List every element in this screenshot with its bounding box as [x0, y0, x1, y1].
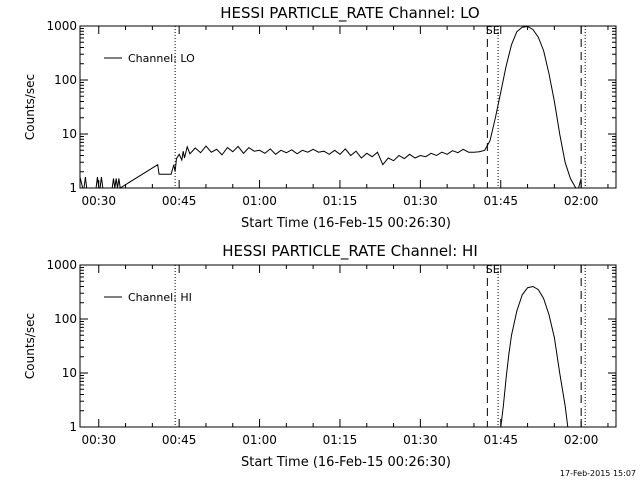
x-tick-label: 01:15	[323, 433, 358, 447]
y-axis-label-lo: Counts/sec	[23, 74, 37, 140]
y-tick-label: 100	[54, 73, 77, 87]
x-tick-label: 01:45	[483, 194, 518, 208]
x-tick-label: 01:30	[403, 433, 438, 447]
chart-title-lo: HESSI PARTICLE_RATE Channel: LO	[220, 4, 479, 23]
legend-label-lo: Channel: LO	[128, 52, 195, 65]
x-tick-label: 00:30	[81, 194, 116, 208]
footer-timestamp: 17-Feb-2015 15:07	[560, 469, 636, 478]
y-tick-label: 10	[62, 366, 77, 380]
x-axis-label-hi: Start Time (16-Feb-15 00:26:30)	[241, 455, 451, 470]
annotation-label: SE	[486, 263, 500, 276]
x-tick-label: 01:30	[403, 194, 438, 208]
x-tick-label: 02:00	[564, 194, 599, 208]
annotation-label: SE	[486, 24, 500, 37]
x-tick-label: 01:00	[242, 433, 277, 447]
chart-title-hi: HESSI PARTICLE_RATE Channel: HI	[222, 242, 478, 261]
legend-label-hi: Channel: HI	[128, 291, 192, 304]
series-line	[500, 285, 569, 428]
y-tick-label: 10	[62, 127, 77, 141]
x-tick-label: 00:45	[162, 194, 197, 208]
series-line	[79, 25, 582, 189]
x-tick-label: 02:00	[564, 433, 599, 447]
y-axis-label-hi: Counts/sec	[23, 313, 37, 379]
x-tick-label: 01:00	[242, 194, 277, 208]
x-axis-label-lo: Start Time (16-Feb-15 00:26:30)	[241, 216, 451, 231]
chart-panel-hi: HESSI PARTICLE_RATE Channel: HI Counts/s…	[23, 242, 617, 470]
plot-frame	[79, 264, 617, 428]
x-tick-label: 00:30	[81, 433, 116, 447]
x-tick-label: 01:45	[483, 433, 518, 447]
x-tick-label: 01:15	[323, 194, 358, 208]
plot-frame	[79, 25, 617, 189]
y-tick-label: 1	[69, 420, 77, 434]
y-tick-label: 1	[69, 181, 77, 195]
y-tick-label: 1000	[46, 258, 77, 272]
x-tick-label: 00:45	[162, 433, 197, 447]
chart-panel-lo: HESSI PARTICLE_RATE Channel: LO Counts/s…	[23, 4, 617, 231]
y-tick-label: 1000	[46, 19, 77, 33]
y-tick-label: 100	[54, 312, 77, 326]
